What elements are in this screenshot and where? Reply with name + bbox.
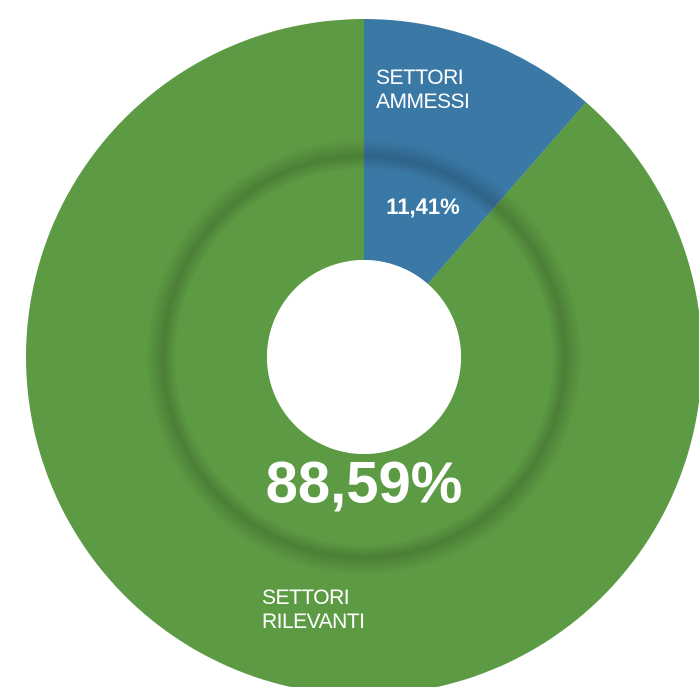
value-label: 11,41% bbox=[386, 194, 459, 219]
category-label: SETTORI RILEVANTI bbox=[262, 586, 365, 633]
value-label: 88,59% bbox=[266, 450, 463, 515]
donut-hole bbox=[267, 260, 461, 454]
pie-slice bbox=[26, 19, 699, 687]
category-label: SETTORI AMMESSI bbox=[376, 66, 470, 113]
